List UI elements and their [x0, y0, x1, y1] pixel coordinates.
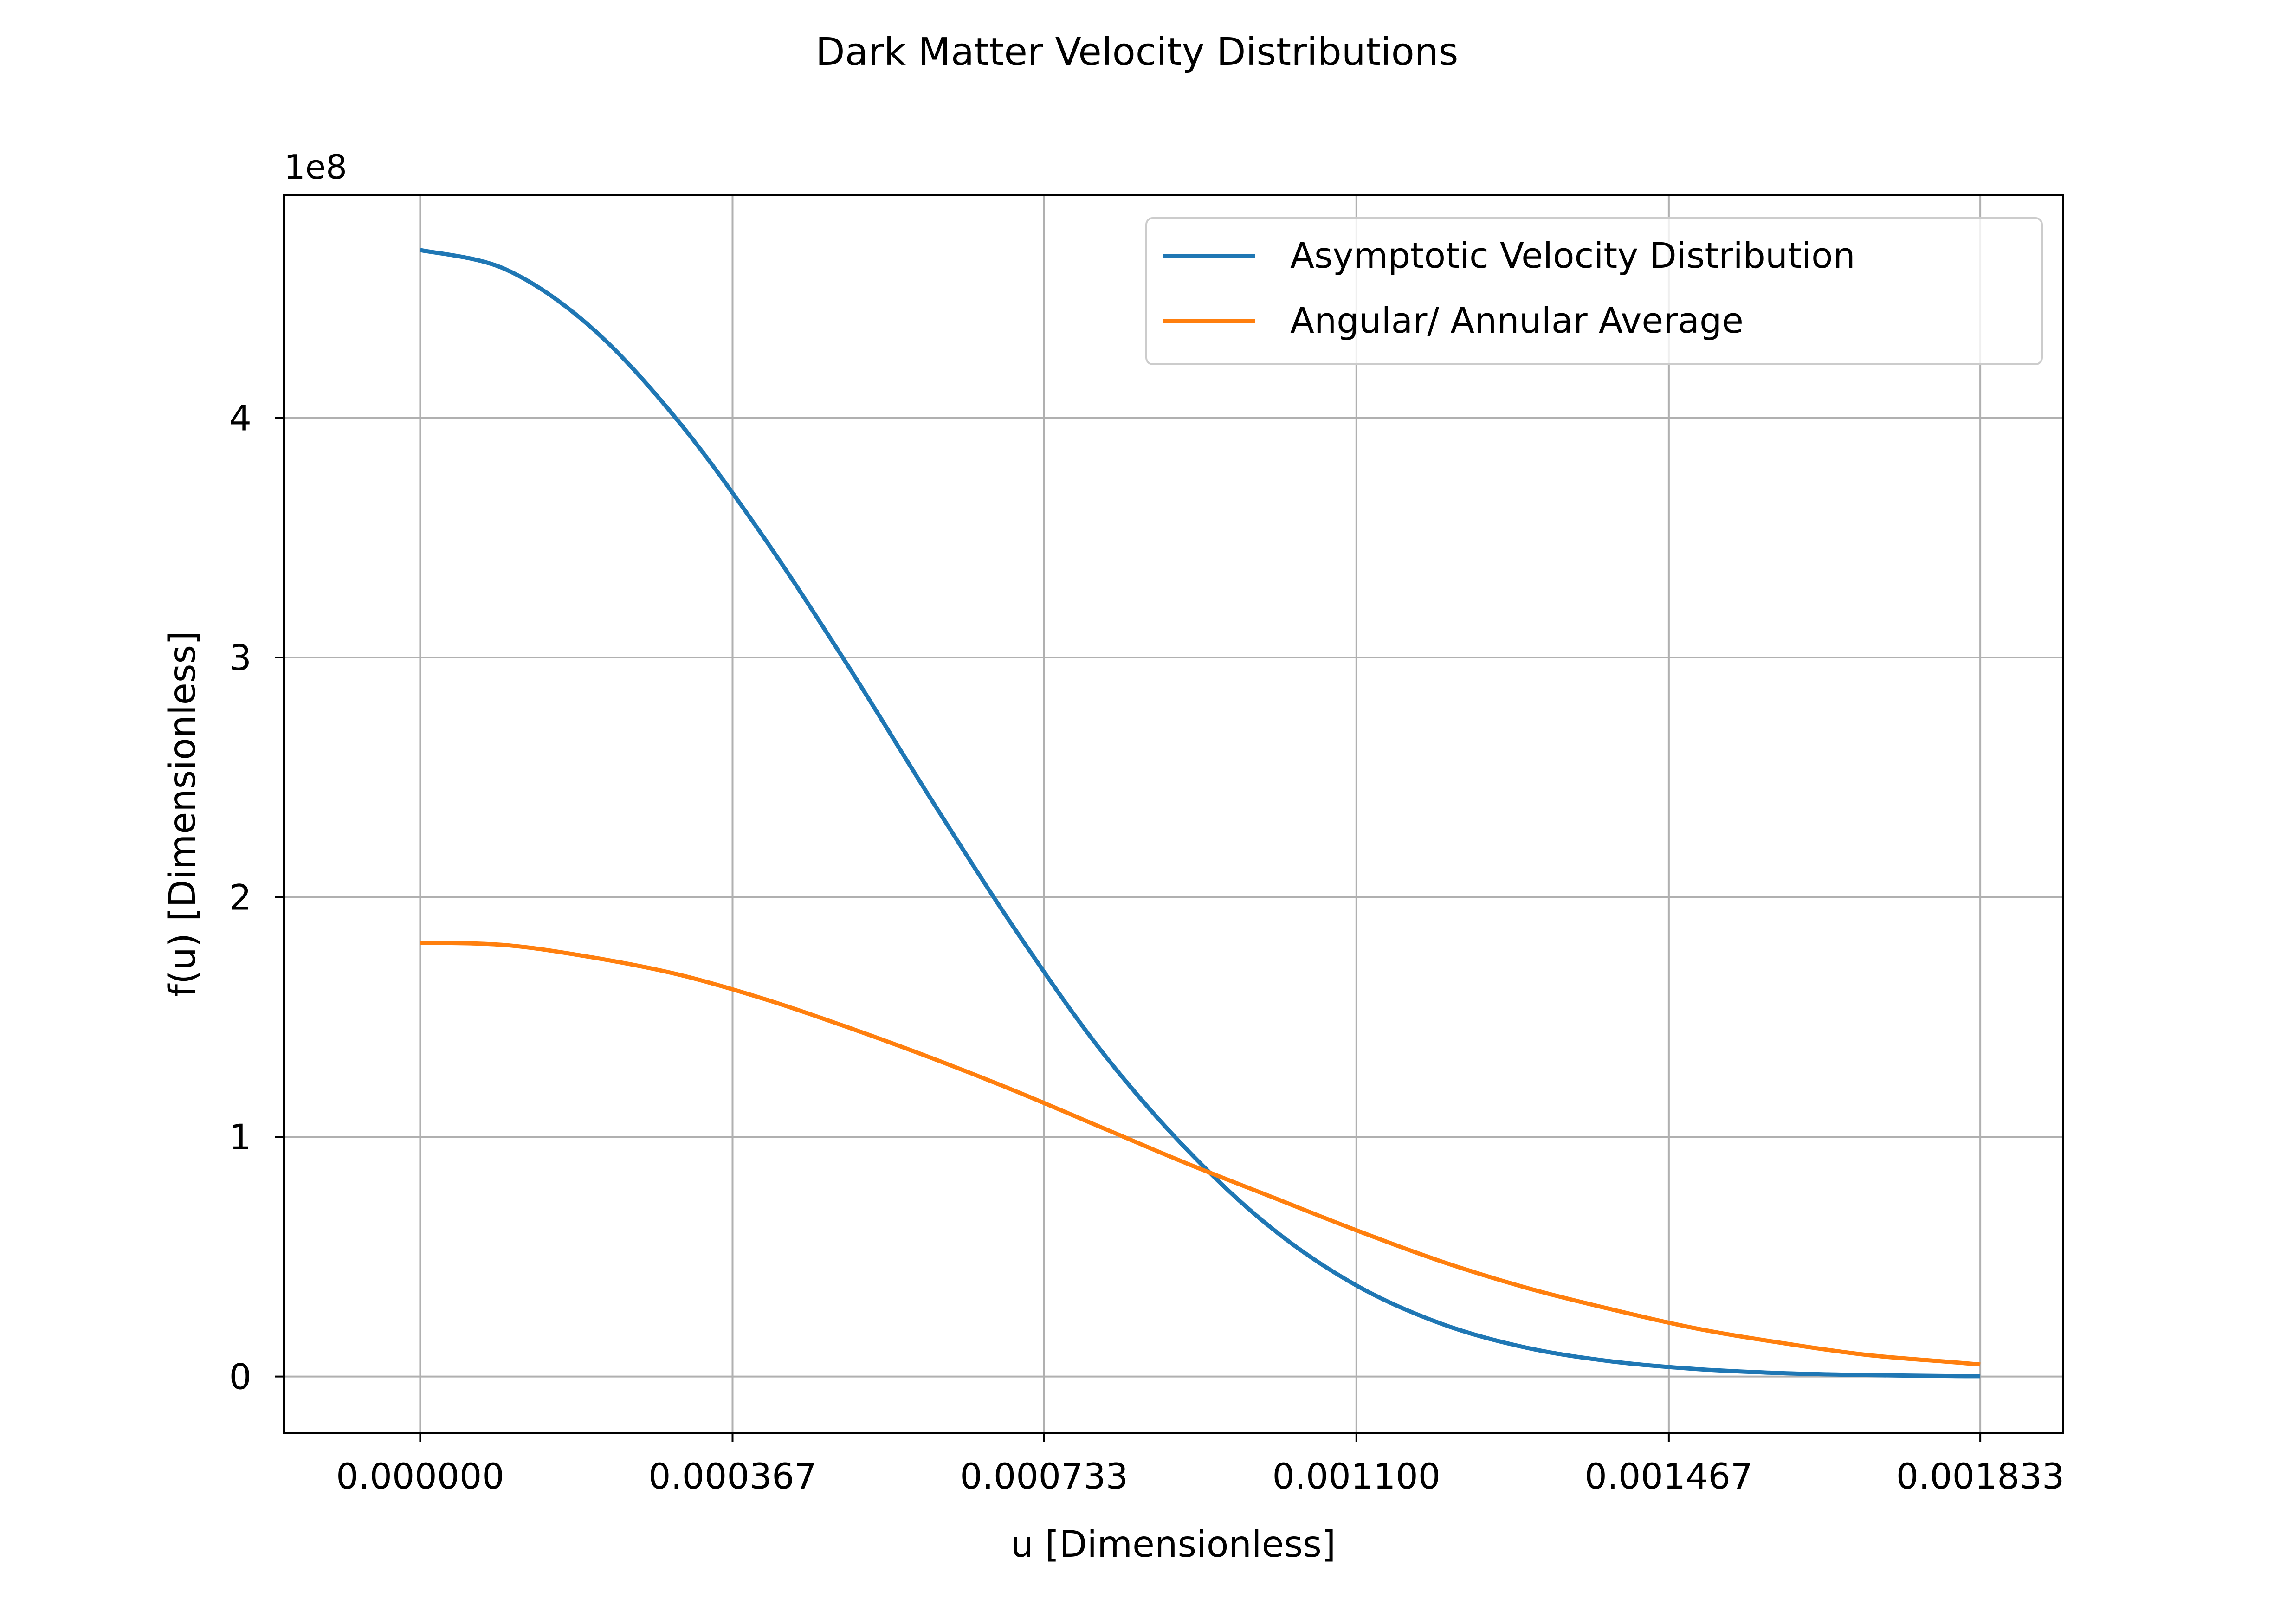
plot-frame	[283, 194, 2064, 1434]
chart-title: Dark Matter Velocity Distributions	[815, 30, 1458, 74]
legend: Asymptotic Velocity Distribution Angular…	[1145, 217, 2043, 365]
x-axis-label: u [Dimensionless]	[1011, 1524, 1336, 1566]
y-axis: 0 1 2 3 4	[229, 397, 284, 1398]
y-tick-label: 0	[229, 1356, 252, 1398]
x-axis: 0.000000 0.000367 0.000733 0.001100 0.001467…	[336, 1433, 2064, 1497]
legend-box	[1145, 217, 2043, 365]
x-tick-label: 0.000000	[336, 1456, 504, 1497]
x-tick-label: 0.001833	[1896, 1456, 2065, 1497]
y-tick-label: 3	[229, 637, 252, 678]
x-tick-label: 0.000367	[648, 1456, 817, 1497]
y-tick-label: 2	[229, 877, 252, 918]
series-lines	[420, 248, 1981, 1379]
x-tick-label: 0.001467	[1585, 1456, 1753, 1497]
legend-label-angular-average: Angular/ Annular Average	[1290, 300, 1744, 341]
series-line-0	[420, 248, 1981, 1379]
series-line-1	[420, 941, 1981, 1367]
y-tick-label: 4	[229, 397, 252, 438]
x-tick-label: 0.001100	[1272, 1456, 1441, 1497]
x-tick-label: 0.000733	[960, 1456, 1128, 1497]
y-axis-offset-label: 1e8	[284, 148, 347, 187]
legend-label-asymptotic: Asymptotic Velocity Distribution	[1290, 235, 1855, 276]
y-tick-label: 1	[229, 1116, 252, 1158]
y-axis-label: f(u) [Dimensionless]	[162, 631, 204, 997]
grid	[284, 195, 2063, 1433]
